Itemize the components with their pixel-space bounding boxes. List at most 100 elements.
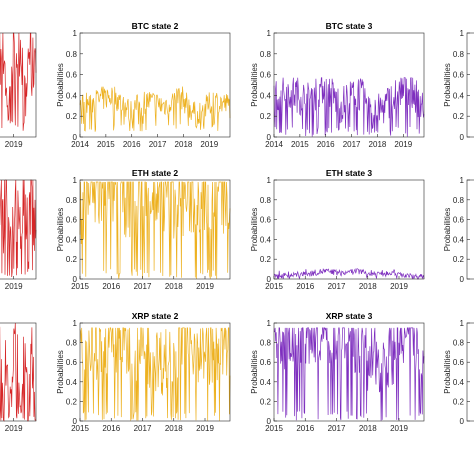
series-line-p00 — [0, 32, 37, 131]
x-tick-label: 2016 — [296, 282, 314, 291]
series-line-p21 — [79, 327, 231, 422]
axes-box-p12 — [273, 179, 425, 280]
y-tick-label: 1 — [73, 29, 78, 38]
x-tick-label: 2019 — [390, 424, 408, 433]
x-tick-label: 2015 — [71, 424, 89, 433]
panel-p13: 0 0.2 0.4 0.6 0.8 1 Probabilities — [443, 176, 474, 284]
x-tick-label: 2019 — [390, 282, 408, 291]
y-tick-label: 0.8 — [453, 50, 465, 59]
y-tick-label: 0 — [267, 133, 272, 142]
series-line-p02 — [273, 77, 425, 137]
y-tick-label: 1 — [460, 29, 465, 38]
y-tick-label: 1 — [460, 176, 465, 185]
y-tick-label: 1 — [267, 319, 272, 328]
y-tick-label: 0.6 — [66, 216, 78, 225]
x-tick-label: 2018 — [369, 140, 387, 149]
y-tick-label: 0.6 — [260, 216, 272, 225]
panel-p02: 0 0.2 0.4 0.6 0.8 1 2014 2015 2016 2017 2018 2019 BT… — [250, 21, 425, 149]
y-tick-label: 0 — [73, 275, 78, 284]
axes-box-p11 — [79, 179, 231, 280]
axes-box-p13 — [466, 179, 474, 280]
x-tick-label: 2016 — [102, 282, 120, 291]
axes-box-p00 — [0, 32, 37, 138]
y-tick-label: 0.2 — [453, 397, 465, 406]
series-line-p22 — [273, 327, 425, 421]
y-tick-label: 0.4 — [260, 235, 272, 244]
y-tick-label: 0.8 — [453, 196, 465, 205]
y-tick-label: 0.8 — [260, 196, 272, 205]
series-line-p01 — [79, 86, 231, 132]
axes-box-p20 — [0, 322, 37, 422]
y-tick-label: 0.6 — [66, 71, 78, 80]
y-tick-label: 0.8 — [453, 339, 465, 348]
x-tick-label: 2017 — [328, 424, 346, 433]
axes-box-p10 — [0, 179, 37, 280]
y-axis-label: Probabilities — [56, 350, 65, 394]
y-tick-label: 1 — [73, 176, 78, 185]
y-tick-label: 0.6 — [453, 216, 465, 225]
panel-title: ETH state 3 — [326, 168, 373, 178]
y-tick-label: 0.4 — [260, 378, 272, 387]
panel-p11: 0 0.2 0.4 0.6 0.8 1 2015 2016 2017 2018 2019 ETH st… — [56, 168, 231, 291]
y-tick-label: 1 — [460, 319, 465, 328]
x-tick-label: 2019 — [5, 424, 23, 433]
x-tick-label: 2017 — [343, 140, 361, 149]
y-tick-label: 0.6 — [453, 71, 465, 80]
y-tick-label: 0.4 — [453, 378, 465, 387]
panel-p23: 0 0.2 0.4 0.6 0.8 1 Probabilities — [443, 319, 474, 426]
y-axis-label: Probabilities — [56, 63, 65, 107]
y-tick-label: 0 — [267, 275, 272, 284]
y-axis-label: Probabilities — [443, 350, 452, 394]
y-tick-label: 0.6 — [66, 358, 78, 367]
x-tick-label: 2017 — [134, 282, 152, 291]
y-tick-label: 0.2 — [66, 255, 78, 264]
axes-box-p22 — [273, 322, 425, 422]
series-line-p11 — [79, 181, 231, 279]
x-tick-label: 2019 — [196, 282, 214, 291]
panel-p12: 0 0.2 0.4 0.6 0.8 1 2015 2016 2017 2018 2019 ETH st… — [250, 168, 425, 291]
x-tick-label: 2016 — [296, 424, 314, 433]
y-tick-label: 0.6 — [453, 358, 465, 367]
y-tick-label: 0 — [73, 133, 78, 142]
x-tick-label: 2019 — [5, 282, 23, 291]
axes-box-p02 — [273, 32, 425, 138]
y-tick-label: 0.4 — [453, 91, 465, 100]
axes-box-p03 — [466, 32, 474, 138]
y-tick-label: 0.8 — [66, 339, 78, 348]
axes-box-p23 — [466, 322, 474, 422]
y-axis-label: Probabilities — [443, 63, 452, 107]
x-tick-label: 2015 — [97, 140, 115, 149]
x-tick-label: 2018 — [165, 424, 183, 433]
y-tick-label: 0.2 — [260, 255, 272, 264]
y-tick-label: 0.4 — [66, 235, 78, 244]
y-axis-label: Probabilities — [250, 208, 259, 252]
panel-title: BTC state 3 — [326, 21, 373, 31]
x-tick-label: 2019 — [200, 140, 218, 149]
x-tick-label: 2017 — [134, 424, 152, 433]
x-tick-label: 2018 — [359, 424, 377, 433]
y-tick-label: 1 — [73, 319, 78, 328]
panel-p00: 2019 — [0, 32, 37, 149]
y-tick-label: 0.8 — [66, 50, 78, 59]
x-tick-label: 2014 — [265, 140, 283, 149]
y-tick-label: 1 — [267, 176, 272, 185]
y-tick-label: 0 — [460, 417, 465, 426]
panel-p21: 0 0.2 0.4 0.6 0.8 1 2015 2016 2017 2018 2019 XRP st… — [56, 311, 231, 433]
x-tick-label: 2015 — [265, 282, 283, 291]
y-tick-label: 0.2 — [453, 112, 465, 121]
y-tick-label: 0 — [267, 417, 272, 426]
x-tick-label: 2015 — [291, 140, 309, 149]
y-tick-label: 0.2 — [260, 397, 272, 406]
series-line-p10 — [0, 179, 37, 278]
y-tick-label: 0.2 — [260, 112, 272, 121]
x-tick-label: 2015 — [265, 424, 283, 433]
y-tick-label: 0.6 — [260, 71, 272, 80]
x-tick-label: 2016 — [102, 424, 120, 433]
y-tick-label: 0.4 — [66, 91, 78, 100]
series-line-p12 — [273, 268, 425, 280]
axes-box-p01 — [79, 32, 231, 138]
panel-title: BTC state 2 — [132, 21, 179, 31]
x-tick-label: 2016 — [123, 140, 141, 149]
panel-p22: 0 0.2 0.4 0.6 0.8 1 2015 2016 2017 2018 2019 XRP st… — [250, 311, 425, 433]
x-tick-label: 2017 — [149, 140, 167, 149]
